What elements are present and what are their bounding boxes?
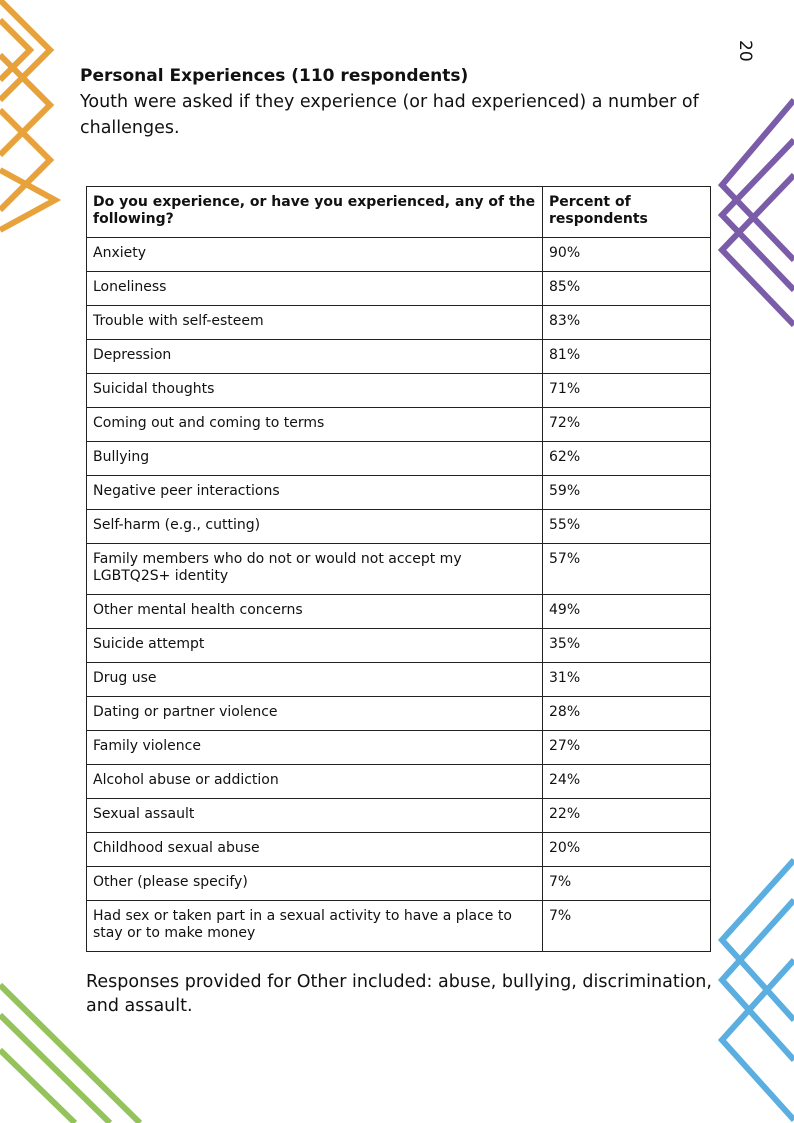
header-cell: Do you experience, or have you experienc… <box>86 186 543 238</box>
percent-cell: 27% <box>542 730 711 765</box>
green-lines <box>0 982 143 1123</box>
heading: Personal Experiences (110 respondents) <box>80 66 469 86</box>
percent-cell: 85% <box>542 271 711 306</box>
percent-cell: 35% <box>542 628 711 663</box>
table-row: Suicide attempt 35% <box>86 628 711 663</box>
table-row: Loneliness 85% <box>86 271 711 306</box>
item-cell: Anxiety <box>86 237 543 272</box>
percent-cell: 20% <box>542 832 711 867</box>
table-row: Anxiety 90% <box>86 237 711 272</box>
item-cell: Dating or partner violence <box>86 696 543 731</box>
percent-cell: 90% <box>542 237 711 272</box>
intro: Youth were asked if they experience (or … <box>80 92 699 138</box>
table-row: Alcohol abuse or addiction 24% <box>86 764 711 799</box>
item-cell: Trouble with self-esteem <box>86 305 543 340</box>
table-row: Childhood sexual abuse 20% <box>86 832 711 867</box>
percent-cell: 71% <box>542 373 711 408</box>
item-cell: Drug use <box>86 662 543 697</box>
percent-cell: 57% <box>542 543 711 595</box>
item-cell: Had sex or taken part in a sexual activi… <box>86 900 543 952</box>
percent-cell: 28% <box>542 696 711 731</box>
percent-cell: 7% <box>542 900 711 952</box>
footnote: Responses provided for Other included: a… <box>86 972 712 1016</box>
table-row: Bullying 62% <box>86 441 711 476</box>
item-cell: Other mental health concerns <box>86 594 543 629</box>
item-cell: Suicide attempt <box>86 628 543 663</box>
table-row: Depression 81% <box>86 339 711 374</box>
table-row: Had sex or taken part in a sexual activi… <box>86 900 711 952</box>
item-cell: Negative peer interactions <box>86 475 543 510</box>
percent-cell: 59% <box>542 475 711 510</box>
item-cell: Sexual assault <box>86 798 543 833</box>
item-cell: Suicidal thoughts <box>86 373 543 408</box>
percent-cell: 31% <box>542 662 711 697</box>
percent-cell: 62% <box>542 441 711 476</box>
item-cell: Self-harm (e.g., cutting) <box>86 509 543 544</box>
table-row: Coming out and coming to terms 72% <box>86 407 711 442</box>
item-cell: Other (please specify) <box>86 866 543 901</box>
percent-cell: 7% <box>542 866 711 901</box>
purple-chevrons <box>717 98 794 328</box>
item-cell: Coming out and coming to terms <box>86 407 543 442</box>
orange-chevrons <box>0 0 62 233</box>
percent-cell: 24% <box>542 764 711 799</box>
table: Do you experience, or have you experienc… <box>86 186 711 952</box>
blue-chevrons <box>717 857 794 1123</box>
item-cell: Loneliness <box>86 271 543 306</box>
percent-cell: 49% <box>542 594 711 629</box>
percent-cell: 22% <box>542 798 711 833</box>
table-row: Trouble with self-esteem 83% <box>86 305 711 340</box>
table-row: Family members who do not or would not a… <box>86 543 711 595</box>
table-row: Suicidal thoughts 71% <box>86 373 711 408</box>
table-row: Sexual assault 22% <box>86 798 711 833</box>
percent-cell: 55% <box>542 509 711 544</box>
table-row: Self-harm (e.g., cutting) 55% <box>86 509 711 544</box>
table-row: Negative peer interactions 59% <box>86 475 711 510</box>
item-cell: Alcohol abuse or addiction <box>86 764 543 799</box>
item-cell: Family violence <box>86 730 543 765</box>
item-cell: Childhood sexual abuse <box>86 832 543 867</box>
percent-cell: 72% <box>542 407 711 442</box>
table-row: Dating or partner violence 28% <box>86 696 711 731</box>
table-row: Drug use 31% <box>86 662 711 697</box>
percent-cell: 83% <box>542 305 711 340</box>
header-row: Do you experience, or have you experienc… <box>86 186 711 238</box>
header-cell: Percent of respondents <box>542 186 711 238</box>
item-cell: Bullying <box>86 441 543 476</box>
item-cell: Family members who do not or would not a… <box>86 543 543 595</box>
table-row: Other (please specify) 7% <box>86 866 711 901</box>
table-row: Family violence 27% <box>86 730 711 765</box>
page-number: 20 <box>735 40 755 62</box>
table-row: Other mental health concerns 49% <box>86 594 711 629</box>
item-cell: Depression <box>86 339 543 374</box>
percent-cell: 81% <box>542 339 711 374</box>
